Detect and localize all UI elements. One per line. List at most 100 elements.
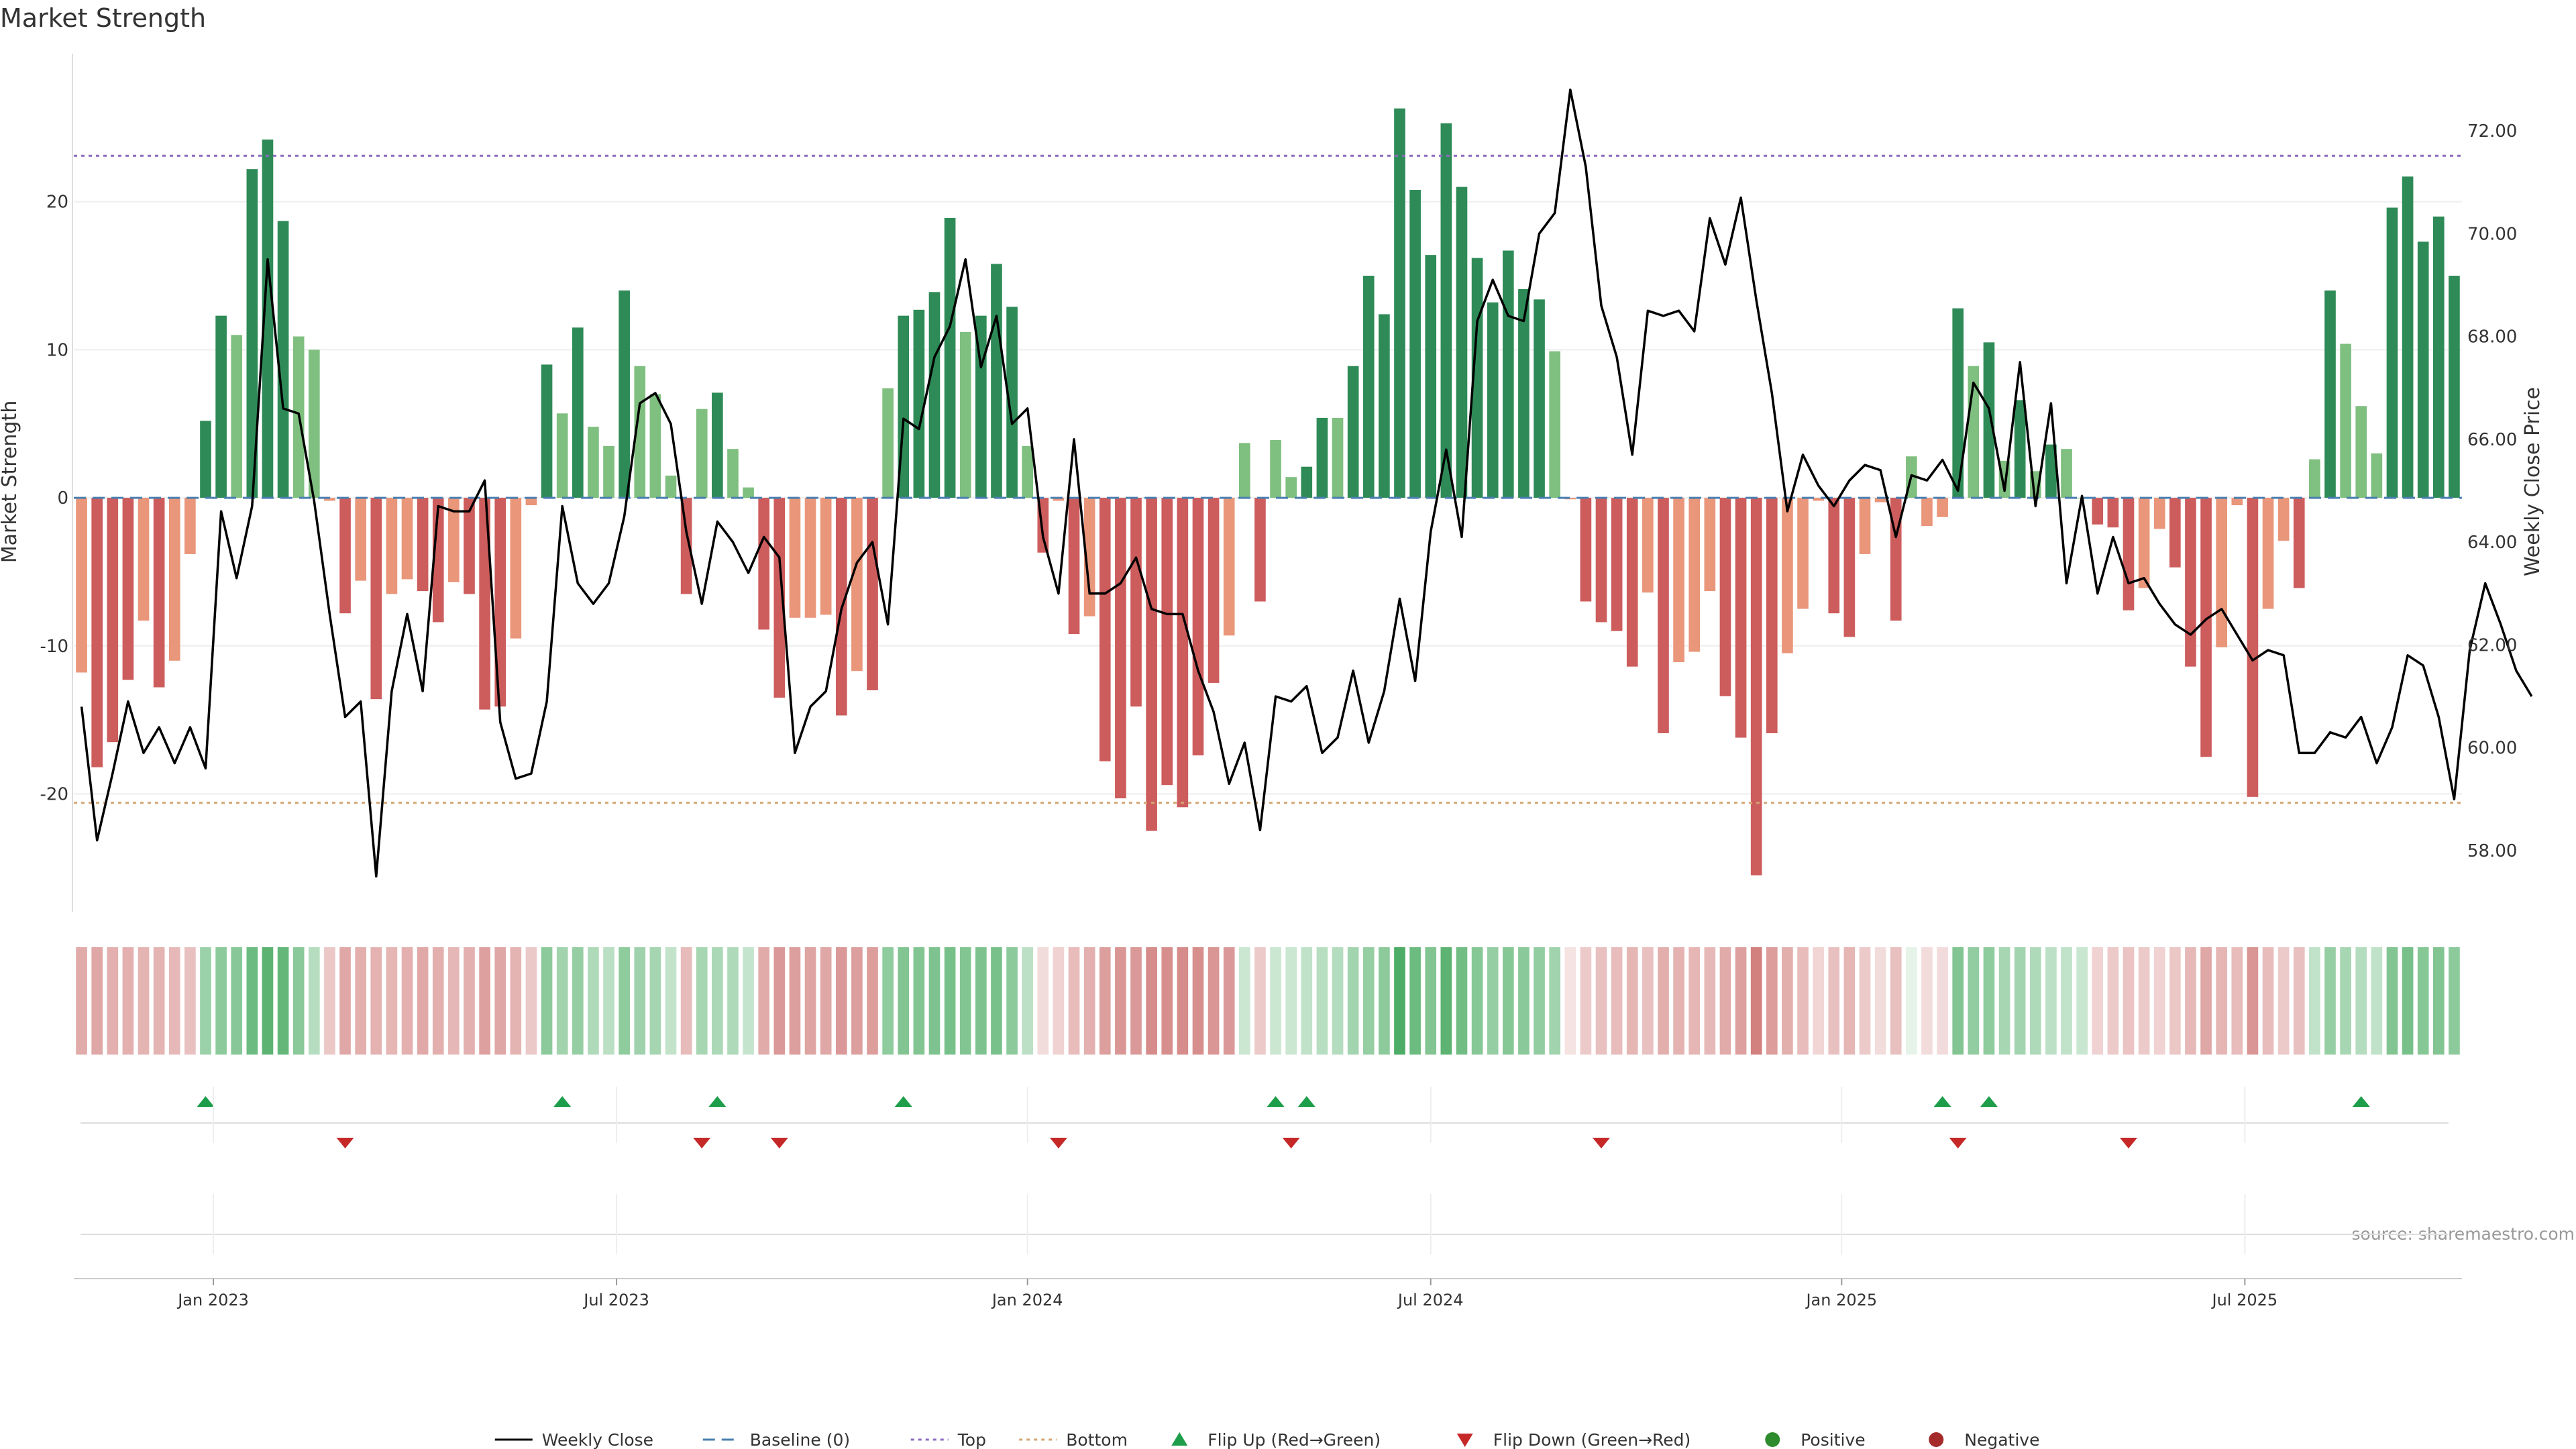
heat-cell bbox=[1161, 947, 1173, 1055]
heat-cell bbox=[2402, 947, 2414, 1055]
heat-cell bbox=[758, 947, 770, 1055]
heat-cell bbox=[680, 947, 692, 1055]
strength-bar bbox=[1797, 498, 1809, 609]
heat-cell bbox=[1301, 947, 1313, 1055]
axes: -20 -10 0 10 20 58.00 60.00 62.00 64.00 66.00 68.0… bbox=[40, 54, 2517, 912]
strength-bar bbox=[1487, 302, 1499, 498]
strength-bar bbox=[944, 217, 956, 498]
heat-cell bbox=[2185, 947, 2196, 1055]
heat-cell bbox=[292, 947, 305, 1055]
heat-cell bbox=[2153, 947, 2165, 1055]
flip-down-marker bbox=[2119, 1138, 2137, 1148]
strength-bar bbox=[1053, 498, 1065, 501]
strength-bar bbox=[2092, 498, 2104, 525]
heat-cell bbox=[370, 947, 382, 1055]
heat-cell bbox=[510, 947, 522, 1055]
heat-cell bbox=[386, 947, 398, 1055]
heat-cell bbox=[959, 947, 971, 1055]
strength-bar bbox=[603, 445, 614, 498]
strength-bar bbox=[959, 331, 971, 498]
strength-bar bbox=[215, 315, 227, 498]
strength-bar bbox=[665, 475, 677, 498]
heat-cell bbox=[2123, 947, 2135, 1055]
strength-bar bbox=[2309, 459, 2320, 498]
flip-up-marker bbox=[1267, 1096, 1285, 1107]
strength-bar bbox=[1130, 498, 1142, 707]
heat-cell bbox=[1440, 947, 1452, 1055]
strength-bar bbox=[2061, 449, 2072, 498]
strength-bar bbox=[324, 498, 335, 501]
x-tick-label: Jan 2025 bbox=[1805, 1291, 1877, 1309]
strength-bar bbox=[1782, 498, 1793, 653]
strength-bar bbox=[1719, 498, 1731, 696]
heat-cell bbox=[1239, 947, 1250, 1055]
heat-cell bbox=[2216, 947, 2228, 1055]
strength-bar bbox=[2355, 406, 2367, 498]
strength-bar bbox=[168, 498, 180, 661]
x-tick-label: Jul 2023 bbox=[582, 1291, 649, 1309]
heat-cell bbox=[2045, 947, 2057, 1055]
heat-cell bbox=[1192, 947, 1204, 1055]
strength-bar bbox=[1564, 498, 1576, 500]
strength-bar bbox=[1471, 258, 1483, 498]
heat-cell bbox=[2061, 947, 2072, 1055]
heat-cell bbox=[1688, 947, 1701, 1055]
heat-cell bbox=[1022, 947, 1034, 1055]
strength-bar bbox=[2247, 498, 2259, 797]
strength-bar bbox=[2340, 343, 2351, 498]
heat-cell bbox=[2247, 947, 2259, 1055]
strength-bar bbox=[1239, 443, 1250, 498]
strength-bar bbox=[1006, 307, 1018, 498]
strength-bar bbox=[2262, 498, 2274, 609]
heat-cell bbox=[1285, 947, 1297, 1055]
strength-bar bbox=[2231, 498, 2243, 506]
strength-bar bbox=[1115, 498, 1126, 799]
strength-bar bbox=[2293, 498, 2305, 588]
strength-bar bbox=[1301, 466, 1313, 498]
heat-cell bbox=[1595, 947, 1607, 1055]
flip-down-marker bbox=[1949, 1138, 1967, 1148]
strength-bar bbox=[76, 498, 87, 673]
strength-bar bbox=[1921, 498, 1933, 526]
heat-cell bbox=[2277, 947, 2290, 1055]
y2-tick-label: 60.00 bbox=[2467, 739, 2517, 759]
heat-cell bbox=[1456, 947, 1468, 1055]
strength-bar bbox=[619, 290, 630, 498]
flip-up-marker bbox=[197, 1096, 215, 1107]
heat-cell bbox=[820, 947, 832, 1055]
heat-cell bbox=[2169, 947, 2181, 1055]
strength-bar bbox=[1874, 498, 1886, 502]
heat-cell bbox=[541, 947, 553, 1055]
strength-bar bbox=[1549, 351, 1560, 498]
heat-cell bbox=[588, 947, 599, 1055]
heat-cell bbox=[2092, 947, 2104, 1055]
legend-label: Top bbox=[957, 1430, 986, 1449]
heat-cell bbox=[2417, 947, 2429, 1055]
strength-bar bbox=[928, 292, 941, 498]
heat-cell bbox=[91, 947, 103, 1055]
heat-cell bbox=[665, 947, 677, 1055]
strength-bar bbox=[1440, 123, 1452, 498]
y-tick-label: 0 bbox=[57, 488, 68, 508]
heat-cell bbox=[882, 947, 894, 1055]
heat-cell bbox=[1937, 947, 1948, 1055]
heat-cell bbox=[1797, 947, 1809, 1055]
legend-label: Flip Up (Red→Green) bbox=[1208, 1430, 1381, 1449]
heat-cell bbox=[2014, 947, 2026, 1055]
strength-bar bbox=[2138, 498, 2150, 588]
strength-bar bbox=[1223, 498, 1235, 636]
strength-bar bbox=[153, 498, 165, 688]
heat-cell bbox=[122, 947, 134, 1055]
strength-bar bbox=[339, 498, 351, 614]
strength-bar bbox=[1704, 498, 1716, 592]
strength-bar bbox=[1688, 498, 1701, 652]
heat-cell bbox=[1471, 947, 1483, 1055]
heat-cell bbox=[1083, 947, 1095, 1055]
heat-cell bbox=[1316, 947, 1328, 1055]
heat-cell bbox=[1766, 947, 1778, 1055]
strength-bar bbox=[1750, 498, 1762, 875]
flip-down-marker bbox=[693, 1138, 711, 1148]
heat-cell bbox=[1813, 947, 1824, 1055]
strength-bar bbox=[913, 309, 925, 498]
strength-bars bbox=[76, 108, 2460, 875]
